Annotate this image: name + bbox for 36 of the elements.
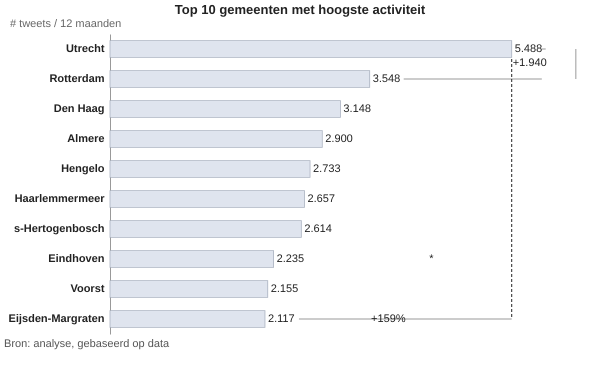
data-label: 2.614 — [304, 223, 332, 235]
bar — [110, 130, 323, 148]
data-label: 2.733 — [313, 163, 341, 175]
y-tick-label: Haarlemmermeer — [14, 193, 106, 205]
chart-title: Top 10 gemeenten met hoogste activiteit — [174, 2, 426, 18]
annotation: +1.940 — [512, 57, 547, 69]
y-tick-label: Eindhoven — [48, 253, 105, 265]
chart-subtitle: # tweets / 12 maanden — [10, 18, 122, 32]
bar — [110, 100, 341, 118]
bar — [110, 40, 512, 58]
bar — [110, 190, 305, 208]
data-label: 2.155 — [270, 283, 298, 295]
data-label: 2.117 — [268, 313, 295, 325]
y-tick-label: s-Hertogenbosch — [14, 223, 105, 235]
data-label: 2.235 — [276, 253, 304, 265]
annotation: +159% — [371, 313, 406, 325]
data-label: 3.548 — [372, 73, 400, 85]
bar — [110, 280, 268, 298]
y-tick-label: Hengelo — [61, 163, 105, 175]
data-label: 5.488 — [514, 43, 542, 55]
y-tick-label: Voorst — [70, 283, 105, 295]
y-tick-label: Eijsden-Margraten — [8, 313, 105, 325]
bar — [110, 70, 370, 88]
bar — [110, 160, 310, 178]
bar — [110, 250, 274, 268]
annotation: * — [429, 253, 434, 265]
data-label: 3.148 — [343, 103, 371, 115]
bar — [110, 220, 302, 238]
text: Bron: analyse, gebaseerd op data — [4, 338, 170, 350]
data-label: 2.900 — [325, 133, 353, 145]
y-tick-label: Utrecht — [66, 43, 105, 55]
y-tick-label: Almere — [67, 133, 104, 145]
bar — [110, 310, 266, 328]
y-tick-label: Rotterdam — [49, 73, 105, 85]
data-label: 2.657 — [307, 193, 336, 205]
y-tick-label: Den Haag — [54, 103, 104, 115]
